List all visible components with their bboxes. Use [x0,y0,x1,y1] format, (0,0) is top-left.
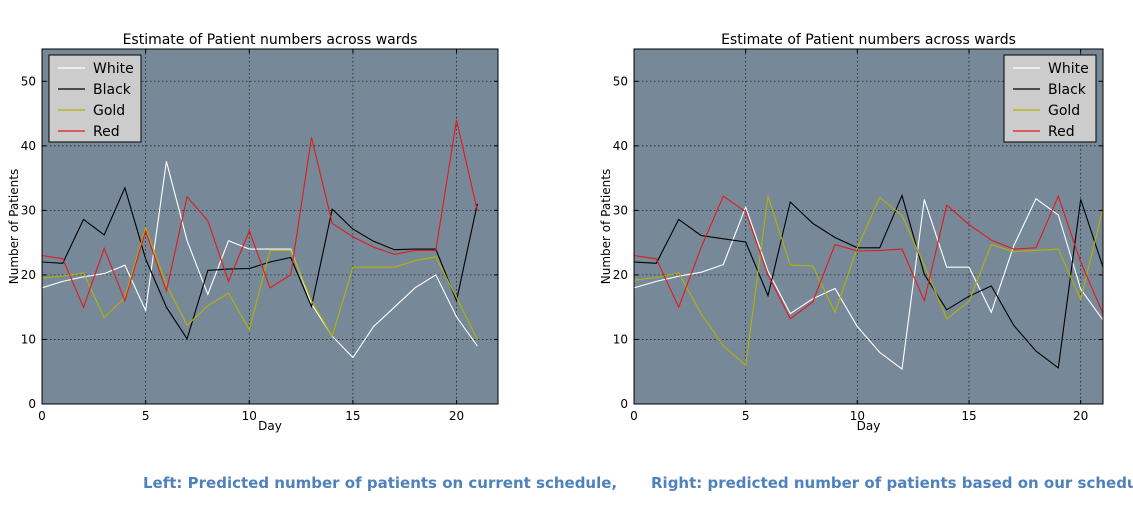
y-tick-label: 10 [613,332,628,346]
x-tick-label: 5 [142,409,150,423]
plot-frame [41,48,499,405]
legend-label-black: Black [93,82,132,98]
series-line-black [41,186,478,341]
x-axis-label: Day [857,419,881,433]
series-line-red [41,119,478,309]
left-chart: 0 5 10 15 20 0 10 20 30 40 50 Estimate of Patient n… [7,32,499,433]
legend-box [48,54,142,143]
x-tick-label: 15 [961,409,976,423]
chart-title: Estimate of Patient numbers across wards [721,32,1016,48]
x-tick-label: 0 [38,409,46,423]
y-tick-label: 40 [613,139,628,153]
left-caption: Left: Predicted number of patients on cu… [143,474,618,492]
x-tick-label: 20 [1073,409,1088,423]
legend-label-white: White [1048,61,1089,77]
y-tick-label: 40 [21,139,36,153]
chart-title: Estimate of Patient numbers across wards [123,32,418,48]
series-line-white [41,161,478,359]
x-tick-label: 0 [630,409,638,423]
right-caption: Right: predicted number of patients base… [651,474,1133,492]
x-tick-label: 10 [850,409,865,423]
series-line-gold [41,226,478,340]
y-axis-label: Number of Patients [599,169,613,284]
legend: White Black Gold Red [48,54,142,143]
legend-label-gold: Gold [1048,103,1080,119]
y-axis-label: Number of Patients [7,169,21,284]
x-tick-label: 10 [242,409,257,423]
legend-label-gold: Gold [93,103,125,119]
x-tick-label: 20 [449,409,464,423]
y-tick-label: 20 [21,268,36,282]
y-tick-label: 20 [613,268,628,282]
legend-label-white: White [93,61,134,77]
right-chart: 0 5 10 15 20 0 10 20 30 40 50 Estimate of Patient n… [599,32,1104,433]
y-tick-label: 30 [613,203,628,217]
series-line-white [633,197,1104,371]
y-tick-label: 0 [620,397,628,411]
y-tick-label: 0 [28,397,36,411]
x-tick-label: 15 [345,409,360,423]
legend-box [1003,54,1097,143]
legend-label-black: Black [1048,82,1087,98]
y-tick-label: 50 [21,74,36,88]
y-tick-label: 10 [21,332,36,346]
x-tick-label: 5 [742,409,750,423]
legend: White Black Gold Red [1003,54,1097,143]
y-tick-label: 30 [21,203,36,217]
series-line-black [633,193,1104,369]
y-tick-label: 50 [613,74,628,88]
legend-label-red: Red [93,124,120,140]
series-line-red [633,194,1104,320]
plot-frame [633,48,1104,405]
legend-label-red: Red [1048,124,1075,140]
x-axis-label: Day [258,419,282,433]
series-line-gold [633,196,1104,367]
